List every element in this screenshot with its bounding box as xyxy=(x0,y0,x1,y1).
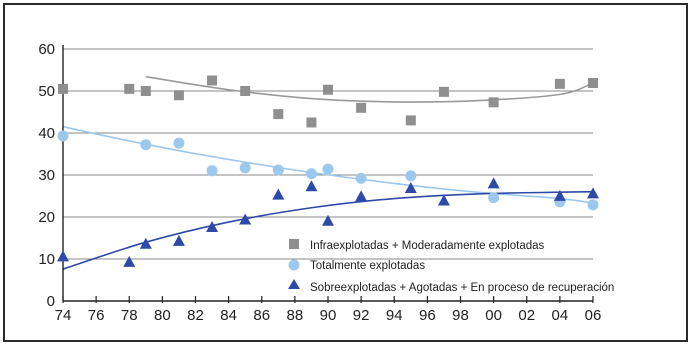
axes: 74 76 78 80 82 84 86 88 90 92 94 96 98 00 02 04 06 0 10 20… xyxy=(38,41,601,324)
data-point-square xyxy=(438,86,449,97)
data-point-circle xyxy=(405,170,417,182)
legend-item-infraexplotadas: Infraexplotadas + Moderadamente explotad… xyxy=(289,239,545,252)
data-point-circle xyxy=(322,163,334,175)
legend-label-infraexplotadas: Infraexplotadas + Moderadamente explotad… xyxy=(310,240,545,252)
x-tick-label: 80 xyxy=(154,307,171,324)
data-point-square xyxy=(207,75,218,86)
x-tick-label: 94 xyxy=(386,307,403,324)
legend-label-sobreexplotadas: Sobreexplotadas + Agotadas + En proceso … xyxy=(310,282,614,294)
data-point-triangle xyxy=(587,187,599,199)
legend-item-sobreexplotadas: Sobreexplotadas + Agotadas + En proceso … xyxy=(288,279,614,294)
x-tick-label: 00 xyxy=(485,307,502,324)
scatter-chart: 74 76 78 80 82 84 86 88 90 92 94 96 98 00 02 04 06 0 10 20… xyxy=(38,41,614,324)
x-tick-label: 84 xyxy=(220,307,237,324)
data-point-circle xyxy=(206,165,218,177)
x-tick-label: 82 xyxy=(187,307,204,324)
y-tick-label: 40 xyxy=(38,125,55,142)
data-point-triangle xyxy=(172,234,185,246)
y-tick-label: 20 xyxy=(38,209,55,226)
data-point-circle xyxy=(355,172,367,184)
y-tick-label: 0 xyxy=(47,293,55,310)
x-tick-label: 98 xyxy=(452,307,469,324)
data-points xyxy=(57,75,599,267)
data-point-square xyxy=(554,78,565,89)
data-point-triangle xyxy=(355,190,368,202)
data-point-square xyxy=(588,78,598,89)
trend-line-sobreexplotadas xyxy=(62,191,594,270)
data-point-square xyxy=(124,83,135,94)
data-point-triangle xyxy=(206,221,219,232)
data-point-circle xyxy=(173,137,185,149)
data-point-triangle xyxy=(139,237,152,249)
data-point-circle xyxy=(140,139,152,151)
y-tick-label: 50 xyxy=(38,83,55,100)
data-point-square xyxy=(58,83,68,94)
legend: Infraexplotadas + Moderadamente explotad… xyxy=(288,239,614,294)
chart-frame: 74 76 78 80 82 84 86 88 90 92 94 96 98 00 02 04 06 0 10 20… xyxy=(3,3,688,342)
legend-item-totalmente: Totalmente explotadas xyxy=(288,259,425,272)
data-point-square xyxy=(140,86,151,96)
trend-lines xyxy=(62,75,594,270)
y-tick-label: 10 xyxy=(38,251,55,268)
trend-line-totalmente xyxy=(62,125,594,204)
x-tick-label: 04 xyxy=(552,307,569,324)
x-tick-label: 88 xyxy=(287,307,304,324)
legend-marker-square xyxy=(289,239,299,249)
data-point-triangle xyxy=(239,213,252,225)
x-tick-label: 02 xyxy=(518,307,535,324)
y-axis-ticks: 0 10 20 30 40 50 60 xyxy=(38,41,55,310)
data-point-triangle xyxy=(404,181,417,193)
data-point-circle xyxy=(488,192,500,204)
trend-line-infraexplotadas xyxy=(145,75,594,103)
data-point-square xyxy=(323,84,333,95)
data-point-square xyxy=(405,115,416,126)
x-tick-label: 06 xyxy=(585,307,602,324)
data-point-square xyxy=(173,90,184,101)
data-point-triangle xyxy=(322,214,334,226)
data-point-circle xyxy=(272,164,284,176)
x-tick-label: 96 xyxy=(419,307,436,324)
y-tick-label: 30 xyxy=(38,167,55,184)
legend-label-totalmente: Totalmente explotadas xyxy=(310,260,425,272)
data-point-square xyxy=(306,117,317,128)
data-point-square xyxy=(273,109,284,120)
data-point-triangle xyxy=(437,194,450,206)
x-tick-label: 92 xyxy=(353,307,370,324)
data-point-triangle xyxy=(272,188,285,200)
x-tick-label: 78 xyxy=(121,307,138,324)
data-point-circle xyxy=(239,162,251,174)
data-point-square xyxy=(240,86,251,96)
data-point-triangle xyxy=(487,177,500,189)
x-axis-ticks: 74 76 78 80 82 84 86 88 90 92 94 96 98 00 02 04 06 xyxy=(55,296,602,324)
x-tick-label: 90 xyxy=(320,307,337,324)
legend-marker-circle xyxy=(288,259,300,271)
data-point-circle xyxy=(587,199,599,211)
x-tick-label: 86 xyxy=(253,307,270,324)
data-point-circle xyxy=(57,130,69,142)
data-point-triangle xyxy=(57,250,69,262)
x-tick-label: 76 xyxy=(88,307,105,324)
data-point-circle xyxy=(305,168,317,180)
legend-marker-triangle xyxy=(288,279,300,289)
data-point-square xyxy=(356,102,367,113)
x-tick-label: 74 xyxy=(55,307,72,324)
data-point-square xyxy=(488,97,499,108)
grid-lines xyxy=(63,48,593,260)
y-tick-label: 60 xyxy=(38,41,55,58)
data-point-triangle xyxy=(123,255,136,267)
data-point-triangle xyxy=(305,180,318,192)
data-point-triangle xyxy=(553,189,566,201)
